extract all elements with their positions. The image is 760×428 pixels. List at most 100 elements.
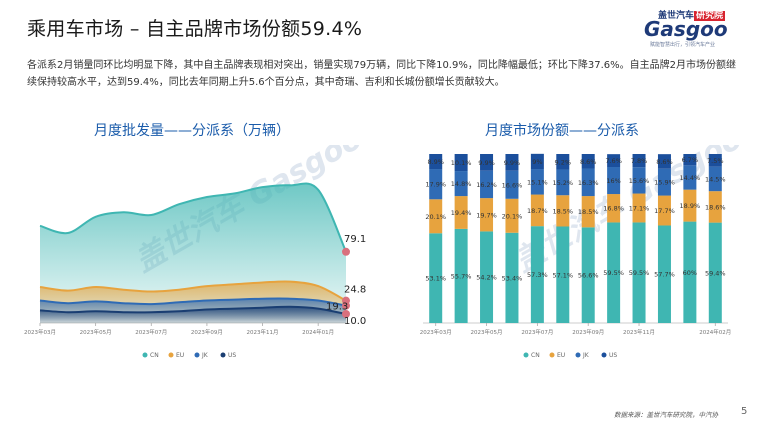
line-eu [39, 280, 347, 302]
logo-brand-text: 盖世汽车 研究院 [658, 11, 726, 21]
bar-segment-jk [505, 170, 519, 199]
area-chart: 盖世汽车 Gasgoo79.124.819.310.02023年03月2023年… [24, 145, 368, 359]
x-tick-label: 2023年11月 [623, 328, 655, 336]
bar-label-eu: 18.9% [680, 202, 701, 210]
legend-label-us: US [609, 352, 617, 359]
bar-label-cn: 56.6% [578, 272, 599, 280]
bar-label-us: 9.9% [478, 159, 495, 167]
bar-label-us: 9.9% [504, 159, 521, 167]
end-point-us [342, 310, 350, 318]
bar-segment-eu [607, 194, 621, 223]
bar-label-eu: 16.8% [603, 205, 624, 213]
bar-label-cn: 57.7% [654, 271, 675, 279]
x-tick-label: 2023年09月 [572, 328, 604, 336]
bar-label-us: 8.6% [580, 158, 597, 166]
data-source: 数据来源：盖世汽车研究院，中汽协 [614, 411, 718, 419]
bar-segment-jk [530, 169, 544, 195]
legend-marker-cn [142, 352, 148, 358]
bar-segment-us [429, 154, 443, 170]
bar-segment-eu [581, 196, 595, 228]
bar-label-cn: 55.7% [451, 272, 472, 280]
bar-label-jk: 15.2% [552, 179, 573, 187]
bar-segment-us [454, 154, 468, 172]
legend-marker-eu [168, 352, 174, 358]
bar-label-us: 7.6% [605, 157, 622, 165]
bar-segment-cn [581, 227, 595, 323]
legend-label-jk: JK [201, 352, 209, 359]
bar-label-eu: 19.4% [451, 209, 472, 217]
bar-label-eu: 18.5% [578, 208, 599, 216]
end-point-cn [342, 247, 350, 256]
bar-label-eu: 19.7% [476, 211, 497, 219]
x-tick-label: 2023年09月 [191, 328, 223, 336]
bar-label-cn: 53.4% [502, 274, 523, 282]
bar-segment-eu [657, 195, 671, 226]
bar-label-jk: 14.4% [680, 174, 701, 182]
bar-label-cn: 60% [683, 269, 697, 277]
legend-marker-jk [575, 352, 581, 358]
legend-label-eu: EU [176, 352, 184, 359]
line-us [39, 305, 347, 315]
x-tick-label: 2023年07月 [135, 328, 167, 336]
bar-segment-cn [607, 222, 621, 323]
page-number: 5 [741, 406, 748, 417]
x-tick-label: 2024年01月 [302, 328, 334, 336]
bar-segment-us [708, 154, 722, 167]
area-chart-title: 月度批发量——分派系（万辆） [94, 123, 290, 139]
bar-label-us: 9.2% [555, 158, 572, 166]
bar-label-eu: 20.1% [425, 213, 446, 221]
bar-segment-us [607, 154, 621, 168]
bar-segment-cn [454, 228, 468, 323]
bar-segment-us [556, 154, 570, 170]
legend-marker-us [601, 352, 607, 358]
bar-label-us: 7.5% [707, 157, 724, 165]
bar-label-eu: 20.1% [502, 212, 523, 220]
bar-label-jk: 17.9% [425, 181, 446, 189]
bar-segment-jk [454, 171, 468, 197]
x-tick-label: 2023年03月 [24, 328, 56, 336]
bar-segment-jk [556, 169, 570, 196]
bar-label-eu: 18.7% [527, 207, 548, 215]
bar-segment-cn [632, 222, 646, 323]
bar-segment-us [480, 154, 494, 171]
x-tick-label: 2023年11月 [247, 328, 279, 336]
x-tick-label: 2023年03月 [420, 328, 452, 336]
bar-segment-jk [683, 165, 697, 190]
bar-label-eu: 17.7% [654, 207, 675, 215]
company-logo: 盖世汽车 研究院 Gasgoo 赋能智慧出行，引领汽车产业 [628, 8, 740, 48]
bar-segment-us [683, 154, 697, 166]
bar-segment-jk [657, 168, 671, 196]
bar-label-us: 6.7% [682, 156, 699, 164]
bar-segment-jk [581, 168, 595, 197]
logo-wordmark: Gasgoo [644, 17, 728, 41]
bar-label-us: 10.1% [451, 159, 472, 167]
bar-label-eu: 17.1% [629, 204, 650, 212]
bar-label-jk: 14.8% [451, 180, 472, 188]
line-cn [39, 182, 347, 253]
bar-label-jk: 15.1% [527, 178, 548, 186]
x-tick-label: 2023年05月 [471, 328, 503, 336]
bar-label-cn: 59.5% [603, 269, 624, 277]
bar-label-cn: 57.1% [552, 271, 573, 279]
bar-segment-us [530, 153, 544, 170]
bar-label-jk: 16.2% [476, 181, 497, 189]
bar-segment-cn [657, 225, 671, 323]
area-us [40, 306, 346, 323]
legend-label-jk: JK [582, 352, 590, 359]
bar-segment-eu [708, 191, 722, 223]
legend-label-cn: CN [150, 352, 159, 359]
bar-segment-us [581, 154, 595, 169]
bar-segment-us [505, 154, 519, 171]
bar-segment-jk [607, 167, 621, 195]
page-title: 乘用车市场 – 自主品牌市场份额59.4% [27, 18, 363, 40]
bar-segment-cn [429, 233, 443, 323]
stacked-bar-chart: 盖世汽车 Gasgoo53.1%20.1%17.9%8.9%55.7%19.4%… [420, 145, 749, 359]
data-label-jk: 19.3 [326, 302, 348, 313]
bar-label-eu: 18.6% [705, 203, 726, 211]
bar-segment-cn [530, 226, 544, 323]
bar-label-jk: 16% [606, 177, 620, 185]
bar-segment-eu [683, 189, 697, 222]
legend-marker-jk [194, 352, 200, 358]
legend-marker-us [220, 352, 226, 358]
bar-segment-cn [683, 221, 697, 323]
